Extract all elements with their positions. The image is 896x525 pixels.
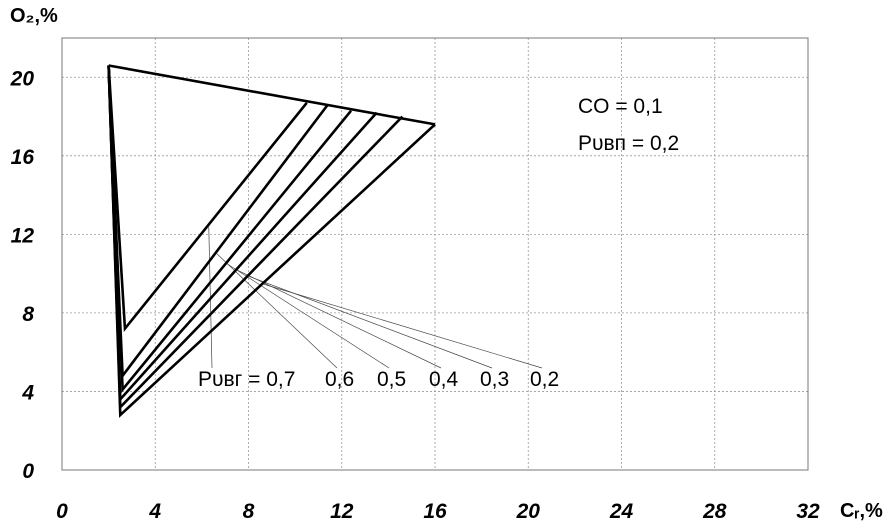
y-tick-label: 8 — [22, 303, 34, 326]
y-tick-label: 16 — [11, 146, 35, 169]
x-tick-label: 0 — [56, 500, 68, 523]
y-tick-label: 12 — [11, 224, 35, 247]
grid-lines — [61, 38, 809, 471]
series-line-pyvr-0-4 — [107, 65, 378, 403]
leader-lines — [208, 226, 543, 369]
annotation-pyvr-0-4: 0,4 — [429, 368, 459, 391]
x-tick-labels: 0 4 8 12 16 20 24 28 32 — [56, 500, 820, 523]
leader-line — [249, 276, 493, 369]
annotation-pyvr-0-5: 0,5 — [377, 368, 406, 391]
y-axis-title: O₂,% — [10, 5, 58, 27]
series-line-pyvr-0-6 — [107, 65, 329, 380]
y-tick-label: 0 — [22, 460, 34, 483]
envelope-line — [108, 64, 436, 126]
annotation-pyvr-prefix: Pᴜʙг = 0,7 — [198, 368, 295, 391]
x-tick-label: 8 — [243, 500, 255, 523]
x-tick-label: 24 — [609, 500, 634, 523]
series-line-pyvr-0-7 — [107, 65, 308, 333]
series-line-pyvr-0-3 — [107, 65, 404, 411]
x-tick-label: 4 — [148, 500, 161, 523]
leader-line — [216, 253, 338, 369]
y-tick-label: 20 — [10, 67, 35, 90]
x-axis-title: Cᵣ,% — [840, 500, 883, 522]
x-tick-label: 12 — [330, 500, 354, 523]
leader-line — [263, 283, 543, 369]
annotation-pyvn: Pᴜʙп = 0,2 — [578, 132, 679, 155]
annotation-co: CO = 0,1 — [578, 95, 663, 118]
annotation-pyvr-0-6: 0,6 — [325, 368, 354, 391]
series-line-pyvr-0-5 — [107, 65, 353, 393]
leader-line — [237, 269, 442, 369]
x-tick-label: 16 — [423, 500, 447, 523]
plot-frame — [61, 37, 809, 471]
y-tick-labels: 0 4 8 12 16 20 — [10, 67, 35, 483]
y-tick-label: 4 — [21, 381, 34, 404]
x-tick-label: 20 — [516, 500, 541, 523]
x-tick-label: 32 — [796, 500, 820, 523]
series-line-pyvr-0-2 — [107, 65, 436, 418]
leader-line — [227, 263, 390, 369]
x-tick-label: 28 — [702, 500, 727, 523]
series-lines — [107, 64, 436, 418]
annotation-pyvr-0-3: 0,3 — [480, 368, 509, 391]
annotation-pyvr-0-2: 0,2 — [530, 368, 559, 391]
